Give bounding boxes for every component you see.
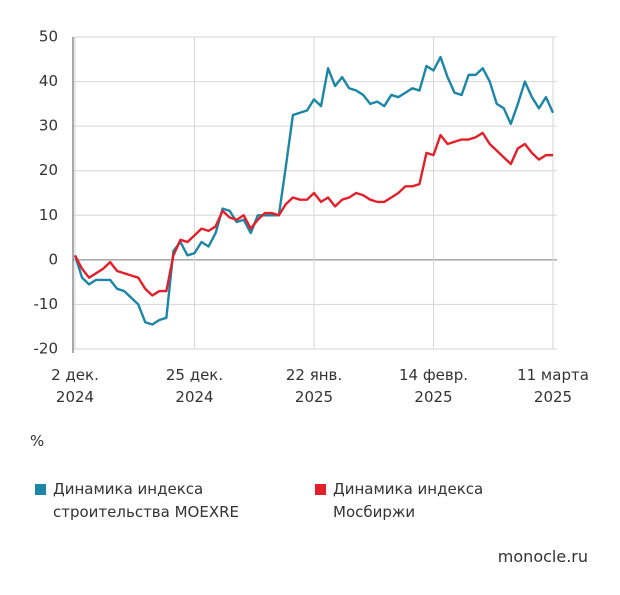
y-tick-label: -20 — [34, 340, 59, 358]
y-tick-label: -10 — [34, 295, 59, 313]
legend-swatch — [315, 484, 326, 495]
legend-swatch — [35, 484, 46, 495]
x-tick-label: 11 марта 2025 — [517, 366, 589, 406]
x-tick-label: 14 февр. 2025 — [399, 366, 468, 406]
legend-label: Динамика индекса строительства MOEXRE — [53, 480, 240, 521]
y-unit: % — [30, 432, 45, 450]
y-tick-label: 40 — [39, 72, 58, 90]
legend-item: Динамика индекса Мосбиржи — [315, 478, 543, 524]
chart: -20 -10 0 10 20 30 40 50 2 дек. 2024 25 дек. 2024 22… — [34, 28, 589, 407]
y-tick-label: 20 — [39, 161, 58, 179]
x-tick-label: 22 янв. 2025 — [286, 366, 342, 406]
series-line — [73, 131, 553, 297]
y-tick-label: 30 — [39, 117, 58, 135]
y-tick-label: 10 — [39, 206, 58, 224]
x-tick-label: 25 дек. 2024 — [166, 366, 223, 406]
legend-label: Динамика индекса Мосбиржи — [333, 480, 484, 521]
y-tick-label: 0 — [48, 250, 58, 268]
series-line — [73, 55, 555, 326]
source: monocle.ru — [497, 547, 588, 566]
x-tick-label: 2 дек. 2024 — [51, 366, 99, 406]
y-tick-label: 50 — [39, 28, 58, 46]
legend-item: Динамика индекса строительства MOEXRE — [35, 478, 263, 524]
